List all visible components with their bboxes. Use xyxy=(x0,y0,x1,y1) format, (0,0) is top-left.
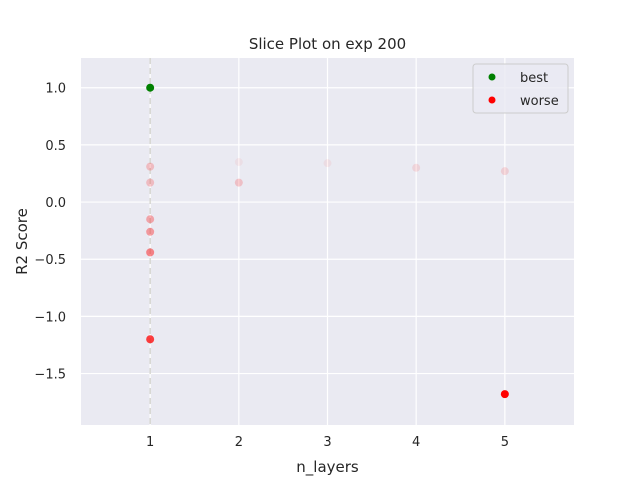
legend-marker-best xyxy=(488,73,496,81)
data-point-worse xyxy=(500,167,509,176)
data-points xyxy=(146,83,509,399)
data-point-worse xyxy=(412,163,421,172)
y-tick-label: −1.5 xyxy=(34,368,66,383)
data-point-worse xyxy=(234,158,243,167)
data-point-worse xyxy=(323,159,332,168)
x-tick-label: 4 xyxy=(412,435,420,450)
data-point-worse xyxy=(146,178,155,187)
legend-box xyxy=(472,63,569,114)
x-axis-label: n_layers xyxy=(296,458,359,477)
x-tick-label: 2 xyxy=(235,435,243,450)
data-point-worse xyxy=(146,248,155,257)
y-tick-label: 1.0 xyxy=(45,82,66,97)
x-tick-label: 1 xyxy=(146,435,154,450)
y-tick-label: −1.0 xyxy=(34,310,66,325)
legend: best worse xyxy=(472,63,569,114)
data-point-worse xyxy=(146,162,155,171)
data-point-worse xyxy=(500,390,509,399)
chart-title: Slice Plot on exp 200 xyxy=(249,35,406,53)
data-point-worse xyxy=(146,227,155,236)
x-tick-labels: 1 2 3 4 5 xyxy=(146,435,509,450)
y-axis-label: R2 Score xyxy=(13,208,31,275)
y-tick-label: 0.0 xyxy=(45,196,66,211)
x-tick-label: 5 xyxy=(501,435,509,450)
legend-marker-worse xyxy=(488,96,496,104)
y-tick-label: 0.5 xyxy=(45,139,66,154)
y-tick-labels: −1.5 −1.0 −0.5 0.0 0.5 1.0 xyxy=(34,82,66,383)
data-point-best xyxy=(146,83,155,92)
legend-label-best: best xyxy=(520,71,548,86)
y-tick-label: −0.5 xyxy=(34,253,66,268)
x-tick-label: 3 xyxy=(323,435,331,450)
data-point-worse xyxy=(234,178,243,187)
legend-label-worse: worse xyxy=(520,94,559,109)
data-point-worse xyxy=(146,215,155,224)
data-point-worse xyxy=(146,335,155,344)
